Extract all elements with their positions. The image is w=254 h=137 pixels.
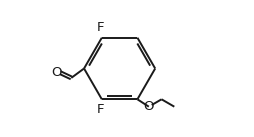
Text: O: O xyxy=(144,100,154,113)
Text: F: F xyxy=(97,103,104,116)
Text: F: F xyxy=(97,21,104,34)
Text: O: O xyxy=(51,66,61,79)
